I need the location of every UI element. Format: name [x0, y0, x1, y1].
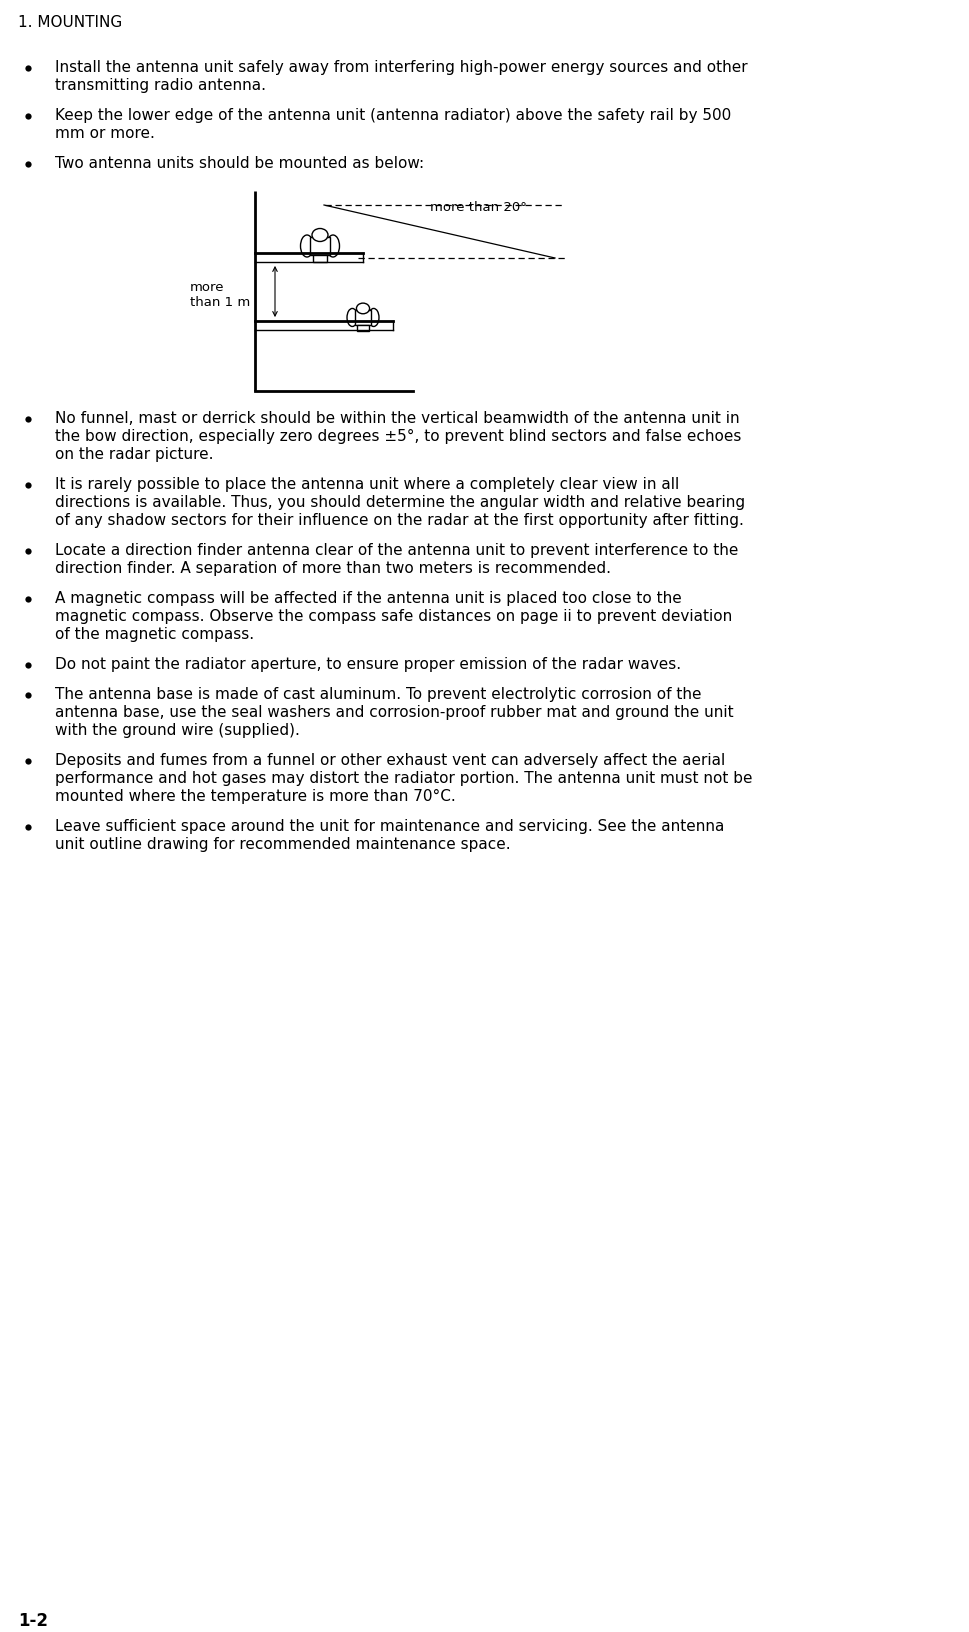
Ellipse shape	[300, 235, 313, 256]
Text: Locate a direction finder antenna clear of the antenna unit to prevent interfere: Locate a direction finder antenna clear …	[55, 543, 737, 558]
Text: 1-2: 1-2	[18, 1612, 47, 1630]
Ellipse shape	[368, 308, 379, 326]
Text: Deposits and fumes from a funnel or other exhaust vent can adversely affect the : Deposits and fumes from a funnel or othe…	[55, 752, 725, 769]
Text: It is rarely possible to place the antenna unit where a completely clear view in: It is rarely possible to place the anten…	[55, 477, 678, 491]
Bar	[355, 310, 371, 325]
Ellipse shape	[327, 235, 339, 256]
Bar	[357, 325, 368, 331]
Text: performance and hot gases may distort the radiator portion. The antenna unit mus: performance and hot gases may distort th…	[55, 770, 752, 787]
Text: mounted where the temperature is more than 70°C.: mounted where the temperature is more th…	[55, 788, 455, 805]
Text: No funnel, mast or derrick should be within the vertical beamwidth of the antenn: No funnel, mast or derrick should be wit…	[55, 411, 739, 426]
Text: direction finder. A separation of more than two meters is recommended.: direction finder. A separation of more t…	[55, 561, 610, 576]
Ellipse shape	[356, 304, 369, 313]
Text: of any shadow sectors for their influence on the radar at the first opportunity : of any shadow sectors for their influenc…	[55, 512, 743, 529]
Text: magnetic compass. Observe the compass safe distances on page ii to prevent devia: magnetic compass. Observe the compass sa…	[55, 609, 732, 623]
Text: Do not paint the radiator aperture, to ensure proper emission of the radar waves: Do not paint the radiator aperture, to e…	[55, 658, 680, 672]
Ellipse shape	[312, 228, 328, 242]
Text: Leave sufficient space around the unit for maintenance and servicing. See the an: Leave sufficient space around the unit f…	[55, 819, 724, 834]
Text: Two antenna units should be mounted as below:: Two antenna units should be mounted as b…	[55, 157, 423, 171]
Text: with the ground wire (supplied).: with the ground wire (supplied).	[55, 723, 299, 738]
Bar	[310, 237, 329, 255]
Text: Keep the lower edge of the antenna unit (antenna radiator) above the safety rail: Keep the lower edge of the antenna unit …	[55, 108, 731, 122]
Text: mm or more.: mm or more.	[55, 126, 155, 140]
Text: directions is available. Thus, you should determine the angular width and relati: directions is available. Thus, you shoul…	[55, 494, 744, 509]
Text: The antenna base is made of cast aluminum. To prevent electrolytic corrosion of : The antenna base is made of cast aluminu…	[55, 687, 701, 702]
Text: 1. MOUNTING: 1. MOUNTING	[18, 15, 122, 29]
Text: antenna base, use the seal washers and corrosion-proof rubber mat and ground the: antenna base, use the seal washers and c…	[55, 705, 733, 720]
Ellipse shape	[347, 308, 358, 326]
Text: unit outline drawing for recommended maintenance space.: unit outline drawing for recommended mai…	[55, 837, 510, 852]
Text: of the magnetic compass.: of the magnetic compass.	[55, 627, 254, 641]
Text: transmitting radio antenna.: transmitting radio antenna.	[55, 78, 266, 93]
Text: Install the antenna unit safely away from interfering high-power energy sources : Install the antenna unit safely away fro…	[55, 60, 747, 75]
Bar	[313, 255, 327, 263]
Text: more than 20°: more than 20°	[429, 201, 526, 214]
Text: the bow direction, especially zero degrees ±5°, to prevent blind sectors and fal: the bow direction, especially zero degre…	[55, 429, 740, 444]
Text: A magnetic compass will be affected if the antenna unit is placed too close to t: A magnetic compass will be affected if t…	[55, 591, 681, 605]
Text: on the radar picture.: on the radar picture.	[55, 447, 213, 462]
Text: more
than 1 m: more than 1 m	[190, 281, 250, 308]
